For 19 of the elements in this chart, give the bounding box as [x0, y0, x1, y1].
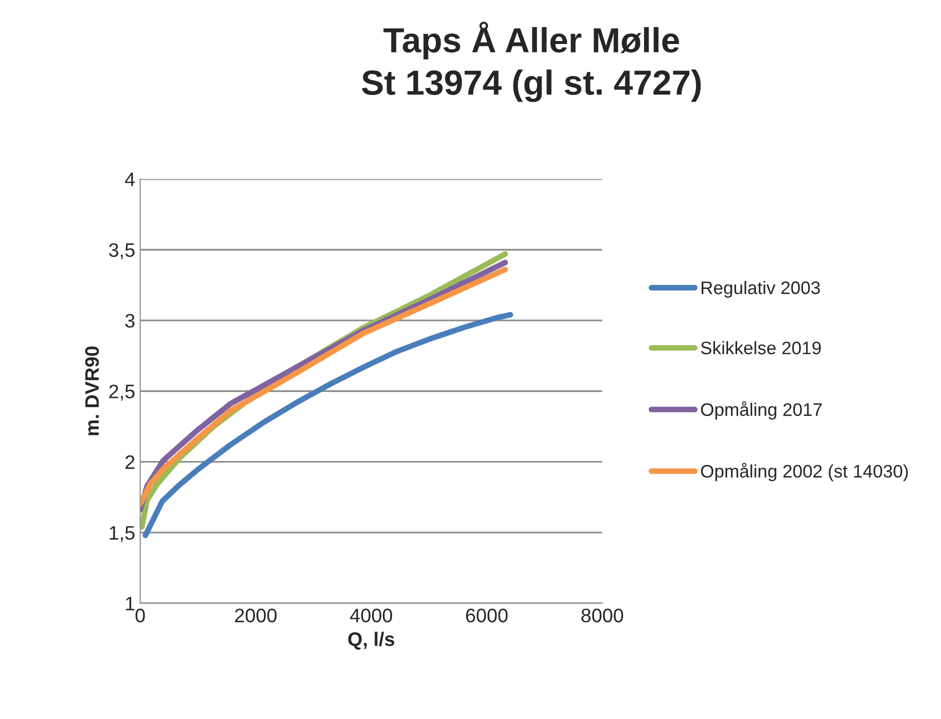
legend-label: Opmåling 2017 — [701, 401, 822, 420]
legend-label: Skikkelse 2019 — [700, 341, 821, 354]
x-tick-label: 0 — [136, 608, 145, 622]
y-tick-label: 2,5 — [109, 384, 135, 401]
y-axis-title: m. DVR90 — [85, 346, 99, 436]
y-tick-label: 2 — [126, 455, 134, 469]
chart-title: Taps Å Aller Mølle St 13974 (gl st. 4727) — [362, 22, 701, 102]
legend-label: Opmåling 2002 (st 14030) — [701, 462, 908, 482]
x-tick-label: 2000 — [235, 608, 277, 622]
x-tick-label: 4000 — [350, 608, 392, 622]
y-tick-label: 4 — [124, 172, 135, 186]
x-tick-label: 8000 — [581, 608, 624, 622]
x-axis-title: Q, l/s — [348, 632, 394, 650]
y-tick-label: 3 — [125, 314, 134, 328]
y-tick-label: 3,5 — [109, 243, 135, 260]
y-tick-label: 1,5 — [110, 526, 135, 542]
legend-label: Regulativ 2003 — [702, 280, 820, 298]
y-tick-label: 1 — [126, 596, 134, 610]
x-tick-label: 6000 — [466, 608, 508, 622]
